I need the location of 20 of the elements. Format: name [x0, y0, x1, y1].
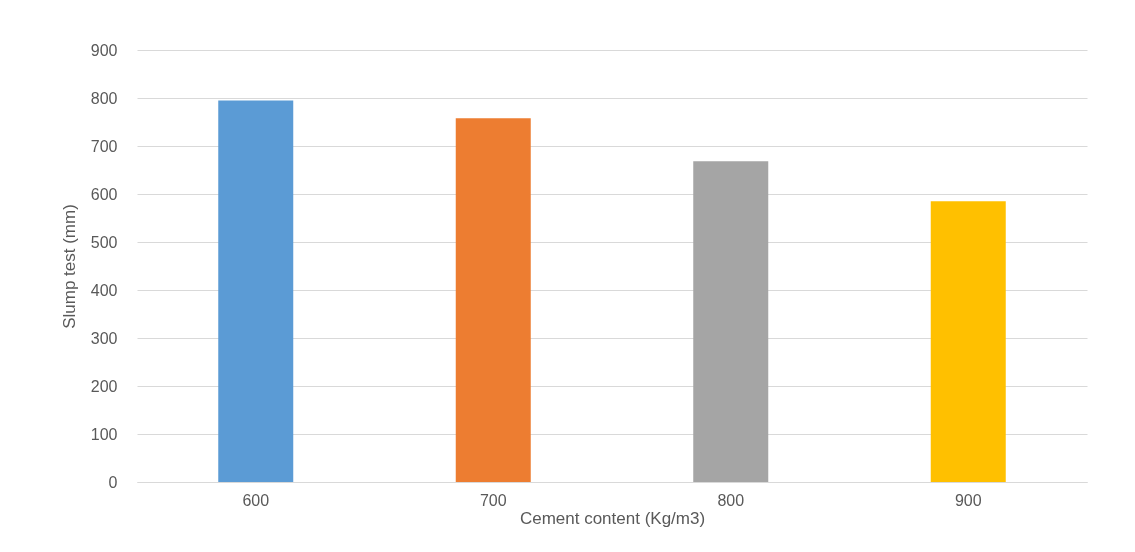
y-tick-label: 900	[90, 41, 118, 59]
y-tick-label: 700	[90, 137, 118, 155]
y-tick-label: 200	[90, 377, 118, 395]
x-tick-label: 700	[479, 491, 507, 509]
bar	[693, 161, 769, 482]
y-tick-label: 600	[90, 185, 118, 203]
x-axis-title: Cement content (Kg/m3)	[519, 508, 706, 528]
x-tick-label: 900	[954, 491, 982, 509]
y-axis-title: Slump test (mm)	[59, 204, 79, 329]
y-tick-label: 400	[90, 281, 118, 299]
bar	[455, 118, 531, 482]
bar	[930, 201, 1006, 482]
y-tick-label: 300	[90, 329, 118, 347]
y-tick-label: 800	[90, 89, 118, 107]
y-tick-label: 0	[108, 473, 118, 491]
y-tick-label: 100	[90, 425, 118, 443]
x-tick-label: 800	[717, 491, 745, 509]
bar	[218, 100, 294, 482]
y-tick-label: 500	[90, 233, 118, 251]
x-tick-label: 600	[242, 491, 270, 509]
